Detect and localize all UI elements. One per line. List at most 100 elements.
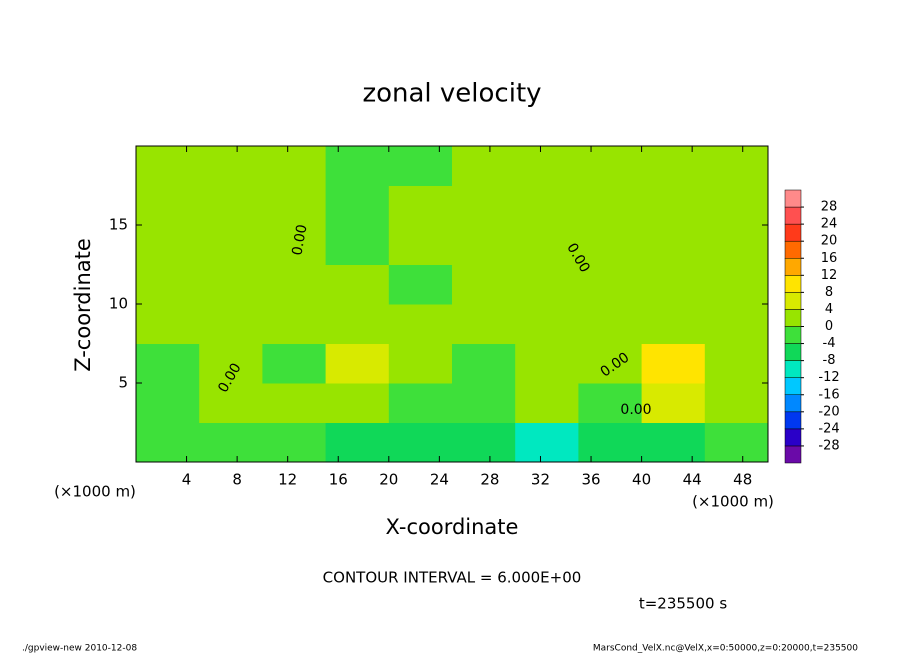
field-cell	[578, 185, 643, 226]
field-cell	[388, 304, 453, 344]
field-cell	[199, 146, 263, 186]
field-cell	[388, 422, 453, 463]
x-tick-label: 32	[531, 471, 550, 489]
field-cell	[578, 304, 643, 344]
field-cell	[388, 264, 453, 305]
y-axis-label: Z-coordinate	[71, 238, 95, 372]
colorbar-band	[784, 258, 802, 276]
field-cell	[704, 264, 769, 305]
field-cell	[388, 225, 453, 265]
field-cell	[452, 304, 516, 344]
x-tick-label: 20	[379, 471, 398, 489]
colorbar-band	[784, 275, 802, 293]
colorbar-band	[784, 223, 802, 242]
x-tick-label: 44	[683, 471, 702, 489]
field-cell	[704, 343, 769, 384]
field-cell	[136, 264, 200, 305]
field-cell	[641, 422, 706, 463]
colorbar-band	[784, 377, 802, 395]
field-cell	[388, 185, 453, 226]
contour-interval: CONTOUR INTERVAL = 6.000E+00	[323, 569, 582, 587]
field-cell	[515, 146, 579, 186]
field-cell	[136, 422, 200, 463]
x-unit: (×1000 m)	[692, 493, 774, 511]
field-cell	[578, 343, 643, 384]
field-cell	[452, 383, 516, 423]
field-cell	[199, 383, 263, 423]
field-cell	[262, 422, 327, 463]
x-tick-label: 36	[581, 471, 600, 489]
field-cell	[578, 422, 643, 463]
field-cell	[515, 304, 579, 344]
field-cell	[515, 383, 579, 423]
colorbar-band	[784, 292, 802, 310]
contour-label: 0.00	[620, 402, 651, 418]
x-unit: (×1000 m)	[54, 483, 136, 501]
field-cell	[452, 185, 516, 226]
colorbar-label: 12	[821, 268, 838, 283]
colorbar-label: 0	[825, 319, 833, 334]
field-cell	[325, 146, 390, 186]
colorbar-band	[784, 445, 802, 464]
field-cell	[136, 383, 200, 423]
colorbar-band	[784, 343, 802, 361]
field-cell	[641, 185, 706, 226]
colorbar-band	[784, 206, 802, 225]
field-cell	[515, 225, 579, 265]
colorbar-label: 28	[821, 200, 838, 215]
field-cell	[704, 422, 769, 463]
field-cell	[388, 343, 453, 384]
contour-label: 0.00	[289, 223, 310, 256]
colorbar-band	[784, 309, 802, 327]
colorbar-label: 4	[825, 302, 833, 317]
field-cell	[262, 185, 327, 226]
colorbar-label: -12	[818, 370, 839, 385]
field-cell	[641, 383, 706, 423]
time-label: t=235500 s	[639, 595, 727, 613]
field-cell	[641, 264, 706, 305]
field-cell	[388, 383, 453, 423]
colorbar-band	[784, 240, 802, 259]
field-cell	[704, 146, 769, 186]
colorbar-band	[784, 394, 802, 413]
field-cell	[136, 225, 200, 265]
field-cell	[199, 225, 263, 265]
x-tick-label: 28	[480, 471, 499, 489]
field-cell	[452, 146, 516, 186]
field-cell	[452, 343, 516, 384]
field-cell	[262, 343, 327, 384]
field-cell	[199, 343, 263, 384]
field-cell	[704, 304, 769, 344]
colorbar-label: -28	[818, 438, 839, 453]
footer-right: MarsCond_VelX.nc@VelX,x=0:50000,z=0:2000…	[593, 644, 858, 654]
field-cell	[388, 146, 453, 186]
field-cell	[262, 264, 327, 305]
x-tick-label: 12	[278, 471, 297, 489]
x-tick-label: 16	[329, 471, 348, 489]
y-tick-label: 5	[118, 374, 128, 392]
colorbar-label: 24	[821, 217, 838, 232]
field-cell	[641, 146, 706, 186]
field-cell	[641, 343, 706, 384]
footer-left: ./gpview-new 2010-12-08	[22, 644, 137, 654]
colorbar-label: -4	[823, 336, 836, 351]
field-cell	[136, 185, 200, 226]
field-cell	[325, 343, 390, 384]
field-cell	[515, 185, 579, 226]
field-cell	[578, 225, 643, 265]
field-cell	[136, 304, 200, 344]
field-cell	[515, 264, 579, 305]
colorbar-band	[784, 428, 802, 447]
field-cell	[136, 146, 200, 186]
field-cell	[136, 343, 200, 384]
x-tick-label: 24	[430, 471, 449, 489]
field-cell	[704, 383, 769, 423]
field-cell	[452, 422, 516, 463]
field-cell	[515, 422, 579, 463]
x-tick-label: 8	[232, 471, 242, 489]
field-cell	[704, 225, 769, 265]
y-tick-label: 15	[109, 216, 128, 234]
field-cell	[452, 225, 516, 265]
colorbar-band	[784, 189, 802, 208]
field-cell	[325, 304, 390, 344]
